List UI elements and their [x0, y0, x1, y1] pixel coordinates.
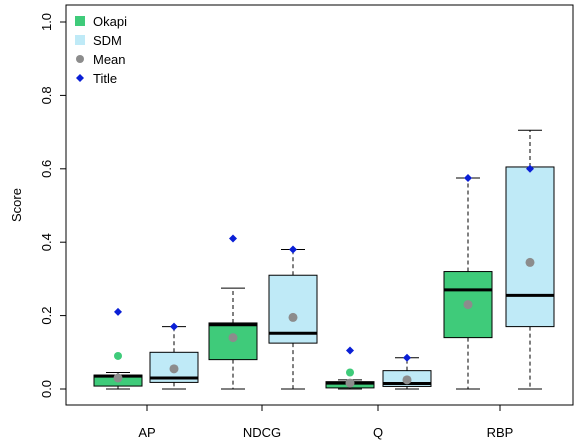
legend-item-okapi: Okapi	[75, 14, 127, 29]
y-tick-label-0: 0.0	[39, 380, 54, 398]
boxes-layer	[93, 129, 555, 390]
y-tick-label-4: 0.8	[39, 86, 54, 104]
plot-frame	[65, 4, 574, 406]
y-axis-title: Score	[9, 188, 24, 222]
y-tick-label-3: 0.6	[39, 160, 54, 178]
box-okapi-rbp	[443, 173, 493, 390]
title-point	[289, 245, 297, 254]
box-sdm-rbp	[505, 129, 555, 390]
x-tick-label-3: RBP	[487, 425, 514, 440]
y-axis: 0.0 0.2 0.4 0.6 0.8 1.0	[39, 13, 66, 398]
title-point	[346, 346, 354, 355]
legend-swatch	[75, 16, 85, 26]
legend: Okapi SDM Mean Title	[75, 14, 127, 86]
box-sdm-ap	[149, 322, 199, 390]
legend-label: Title	[93, 71, 117, 86]
legend-label: SDM	[93, 33, 122, 48]
mean-point	[113, 373, 123, 383]
legend-swatch	[76, 55, 84, 63]
box-sdm-q	[382, 353, 432, 390]
mean-point	[169, 364, 179, 374]
title-point	[170, 322, 178, 331]
mean-point	[345, 378, 355, 388]
x-axis: AP NDCG Q RBP	[138, 405, 513, 440]
title-point	[229, 234, 237, 243]
outlier-point	[114, 351, 122, 360]
legend-label: Mean	[93, 52, 126, 67]
title-point	[526, 164, 534, 173]
box-sdm-ndcg	[268, 245, 318, 390]
legend-item-sdm: SDM	[75, 33, 122, 48]
legend-swatch	[75, 35, 85, 45]
x-tick-label-0: AP	[138, 425, 155, 440]
box-okapi-q	[325, 346, 375, 390]
legend-label: Okapi	[93, 14, 127, 29]
legend-item-mean: Mean	[76, 52, 126, 67]
y-tick-label-2: 0.4	[39, 233, 54, 251]
x-tick-label-1: NDCG	[243, 425, 281, 440]
mean-point	[402, 375, 412, 385]
y-tick-label-5: 1.0	[39, 13, 54, 31]
title-point	[464, 173, 472, 182]
iqr-box	[505, 166, 555, 328]
mean-point	[228, 333, 238, 343]
outlier-point	[346, 368, 354, 377]
box-okapi-ndcg	[208, 234, 258, 390]
y-tick-label-1: 0.2	[39, 307, 54, 325]
plot-border	[65, 4, 574, 406]
mean-point	[525, 257, 535, 267]
title-point	[403, 353, 411, 362]
box-okapi-ap	[93, 307, 143, 390]
x-tick-label-2: Q	[373, 425, 383, 440]
legend-item-title: Title	[76, 71, 117, 86]
title-point	[114, 307, 122, 316]
mean-point	[288, 312, 298, 322]
legend-swatch	[76, 74, 84, 82]
mean-point	[463, 300, 473, 310]
